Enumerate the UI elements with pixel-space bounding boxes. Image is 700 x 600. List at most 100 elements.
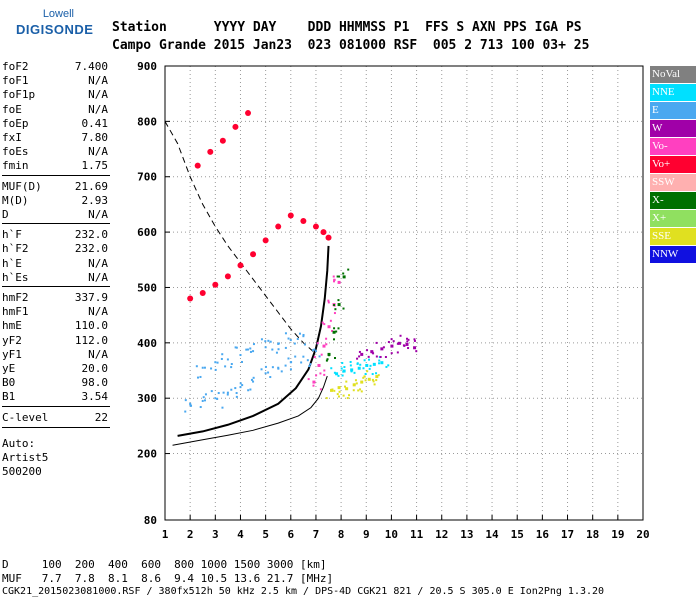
- echo-point-scatter: [396, 342, 399, 345]
- echo-point: [397, 341, 401, 345]
- param-row-b0: B0 98.0: [2, 376, 108, 390]
- echo-point: [350, 368, 354, 372]
- echo-point-scatter: [214, 368, 217, 371]
- param-key: foE: [2, 102, 22, 116]
- param-value: N/A: [88, 208, 108, 221]
- param-row-fof1p: foF1p N/A: [2, 88, 108, 102]
- param-key: B1: [2, 390, 16, 404]
- echo-point-scatter: [217, 392, 220, 395]
- legend: NoVal NNE E W Vo- Vo+ SSW X- X+ SSE NNW: [650, 66, 696, 264]
- param-separator: [2, 405, 110, 407]
- echo-point-scatter: [316, 342, 319, 345]
- echo-point: [199, 290, 206, 296]
- echo-point-scatter: [375, 379, 378, 382]
- param-row-he: h`E N/A: [2, 257, 108, 271]
- echo-point: [239, 386, 242, 389]
- echo-point: [252, 380, 255, 383]
- footer-muf-row: MUF 7.7 7.8 8.1 8.6 9.4 10.5 13.6 21.7 […: [2, 572, 334, 585]
- x-tick-label: 10: [385, 528, 398, 541]
- echo-point-scatter: [346, 397, 349, 400]
- echo-point-scatter: [252, 376, 255, 379]
- x-tick-label: 15: [511, 528, 524, 541]
- echo-point-scatter: [355, 382, 358, 385]
- echo-point: [337, 386, 341, 390]
- echo-point-scatter: [235, 395, 238, 398]
- echo-point: [337, 280, 341, 284]
- y-tick-label: 300: [137, 392, 157, 405]
- echo-point-scatter: [264, 340, 267, 343]
- echo-point-scatter: [230, 366, 233, 369]
- echo-point-scatter: [371, 351, 374, 354]
- y-tick-label: 900: [137, 60, 157, 73]
- echo-point-scatter: [407, 338, 410, 341]
- echo-point-scatter: [319, 388, 322, 391]
- echo-point-scatter: [315, 374, 318, 377]
- echo-point-scatter: [363, 375, 366, 378]
- param-value: 1.75: [81, 159, 109, 173]
- echo-point-scatter: [371, 378, 374, 381]
- param-row-b1: B1 3.54: [2, 390, 108, 404]
- header-labels: Station YYYY DAY DDD HHMMSS P1 FFS S AXN…: [112, 20, 582, 35]
- echo-point-scatter: [203, 399, 206, 402]
- param-value: 21.69: [74, 179, 108, 193]
- echo-point-scatter: [331, 388, 334, 391]
- param-value: N/A: [88, 145, 108, 159]
- echo-point-scatter: [313, 348, 316, 351]
- echo-point-scatter: [382, 346, 385, 349]
- legend-item-e: E: [650, 102, 696, 119]
- echo-point-scatter: [375, 355, 378, 358]
- echo-point-scatter: [378, 359, 381, 362]
- param-separator: [2, 426, 110, 428]
- echo-point-scatter: [358, 355, 361, 358]
- echo-point-scatter: [325, 359, 328, 362]
- echo-point-scatter: [387, 364, 390, 367]
- echo-point-scatter: [350, 370, 353, 373]
- echo-point-scatter: [247, 389, 250, 392]
- echo-point: [201, 366, 204, 369]
- param-row-d: D N/A: [2, 208, 108, 222]
- x-tick-label: 3: [212, 528, 219, 541]
- echo-point: [360, 352, 364, 356]
- echo-point-scatter: [347, 268, 350, 271]
- param-row-hmf2: hmF2 337.9: [2, 291, 108, 305]
- echo-point-scatter: [333, 280, 336, 283]
- param-key: D: [2, 208, 9, 221]
- echo-point: [224, 273, 231, 280]
- echo-point: [405, 342, 409, 346]
- echo-point-scatter: [195, 365, 198, 368]
- echo-point-scatter: [378, 362, 381, 365]
- echo-point: [380, 361, 384, 365]
- param-value: N/A: [88, 270, 108, 284]
- echo-point-scatter: [293, 342, 296, 345]
- echo-point-scatter: [246, 348, 249, 351]
- param-value: 2.93: [81, 193, 109, 207]
- param-separator: [2, 286, 110, 287]
- echo-point-scatter: [353, 383, 356, 386]
- echo-point-scatter: [287, 337, 290, 340]
- legend-item-x: X-: [650, 192, 696, 209]
- echo-point-scatter: [356, 357, 359, 360]
- param-key: MUF(D): [2, 179, 42, 193]
- x-tick-label: 12: [435, 528, 448, 541]
- echo-point: [365, 363, 369, 367]
- legend-item-vo: Vo+: [650, 156, 696, 173]
- echo-point: [337, 303, 341, 307]
- param-key: yF2: [2, 333, 22, 347]
- echo-point-scatter: [199, 406, 202, 409]
- echo-point: [207, 148, 214, 155]
- echo-point: [327, 325, 331, 329]
- echo-point-scatter: [287, 357, 290, 360]
- trace-line-0: [177, 245, 330, 437]
- echo-point-scatter: [375, 372, 378, 375]
- echo-point-scatter: [353, 371, 356, 374]
- echo-point: [214, 361, 217, 364]
- echo-point-scatter: [241, 384, 244, 387]
- echo-point-scatter: [260, 368, 263, 371]
- echo-point-scatter: [271, 348, 274, 351]
- echo-point-scatter: [377, 374, 380, 377]
- echo-point-scatter: [379, 355, 382, 358]
- y-tick-label: 400: [137, 337, 157, 350]
- echo-point-scatter: [331, 329, 334, 332]
- echo-point-scatter: [300, 361, 303, 364]
